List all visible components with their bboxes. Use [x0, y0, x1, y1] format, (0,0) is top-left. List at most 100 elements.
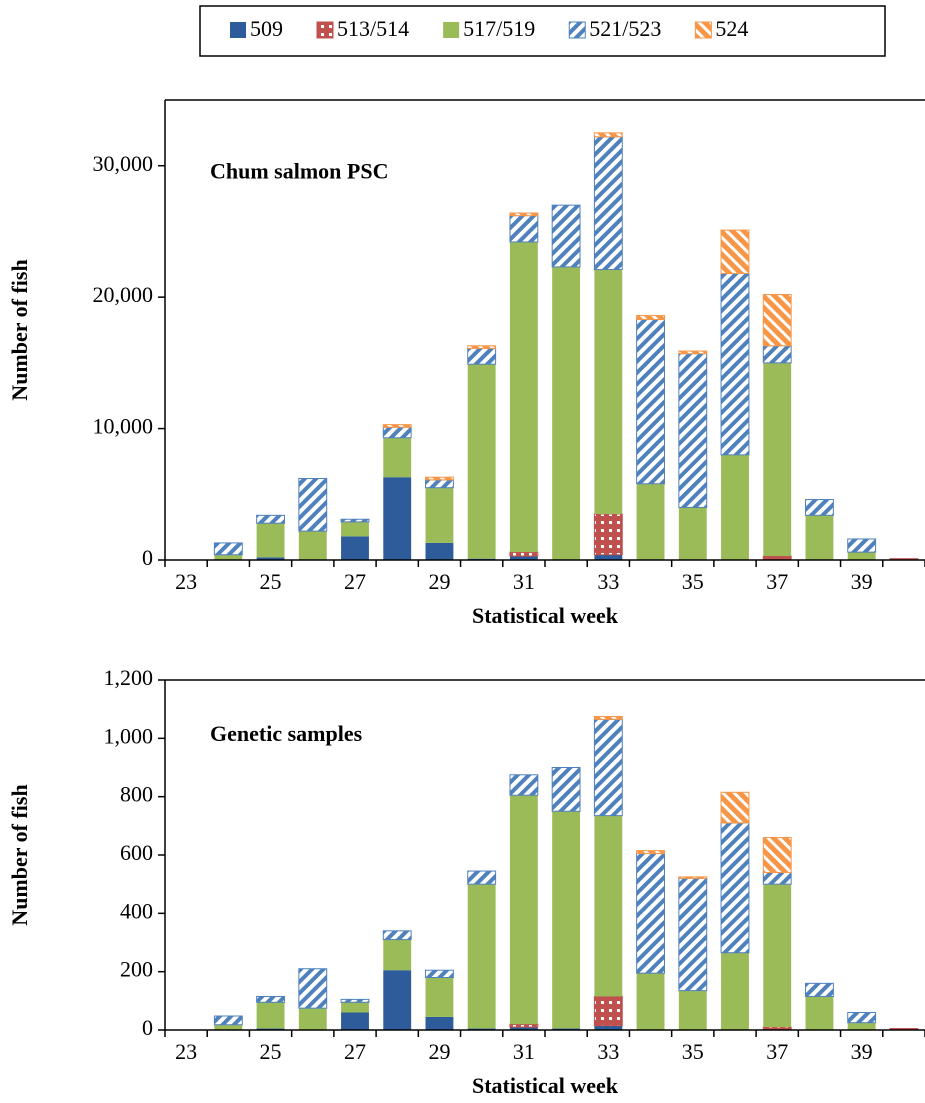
bar-segment [594, 815, 623, 997]
bar-segment [721, 952, 749, 1030]
bar-segment [720, 822, 750, 954]
bar-segment [847, 538, 877, 553]
bar-segment [256, 523, 285, 558]
bar-segment [593, 132, 623, 138]
y-tick-label: 1,000 [104, 723, 154, 748]
bar-segment [340, 998, 370, 1003]
x-tick-label: 31 [513, 1039, 535, 1064]
bar-segment [341, 521, 369, 537]
x-tick-label: 35 [682, 569, 704, 594]
legend-label: 509 [250, 16, 283, 41]
x-tick-label: 33 [597, 1039, 619, 1064]
bar-segment [298, 478, 328, 532]
bar-segment [341, 1012, 369, 1030]
bar-segment [763, 362, 792, 557]
bar-segment [636, 315, 665, 320]
bar-segment [425, 1016, 454, 1030]
bar-segment [467, 364, 496, 559]
x-tick-label: 31 [513, 569, 535, 594]
x-tick-label: 23 [175, 1039, 197, 1064]
bar-segment [720, 229, 750, 274]
x-tick-label: 25 [260, 569, 282, 594]
bar-segment [805, 515, 834, 560]
bar-segment [213, 1015, 243, 1026]
bar-segment [509, 1027, 538, 1030]
bar-segment [847, 1012, 877, 1024]
y-tick-label: 200 [120, 957, 153, 982]
bar-segment [509, 212, 539, 217]
bar-segment [552, 811, 581, 1029]
bar-segment [509, 1023, 539, 1028]
bar-segment [636, 850, 665, 855]
x-tick-label: 39 [851, 569, 873, 594]
legend-box [199, 5, 886, 57]
bar-segment [594, 1025, 623, 1030]
bar-segment [762, 294, 792, 347]
legend-label: 517/519 [463, 16, 535, 41]
bar-segment [636, 483, 665, 560]
bar-segment [805, 499, 834, 516]
bar-segment [425, 542, 454, 560]
bar-segment [383, 970, 412, 1030]
y-tick-label: 600 [120, 840, 153, 865]
y-tick-label: 800 [120, 782, 153, 807]
bar-segment [383, 437, 412, 478]
x-tick-label: 39 [851, 1039, 873, 1064]
legend-swatch [443, 22, 460, 38]
bar-segment [762, 872, 792, 885]
bar-segment [509, 556, 538, 560]
bar-segment [341, 1002, 369, 1013]
x-tick-label: 29 [428, 569, 450, 594]
y-tick-label: 10,000 [93, 414, 154, 439]
bar-segment [425, 977, 454, 1017]
bar-segment [256, 995, 285, 1003]
x-tick-label: 35 [682, 1039, 704, 1064]
y-tick-label: 400 [120, 898, 153, 923]
bar-segment [805, 996, 834, 1030]
bar-segment [594, 269, 623, 514]
bar-segment [467, 884, 496, 1029]
bar-segment [552, 266, 581, 560]
bar-segment [509, 551, 539, 557]
bar-segment [213, 542, 243, 556]
legend-label: 521/523 [589, 16, 661, 41]
bar-segment [509, 215, 539, 243]
bar-segment [214, 554, 243, 560]
bar-segment [256, 1002, 285, 1029]
x-tick-label: 27 [344, 569, 366, 594]
bar-segment [425, 476, 454, 481]
bar-segment [425, 487, 454, 543]
bar-segment [678, 507, 707, 560]
bar-segment [720, 272, 750, 456]
bar-segment [214, 1024, 243, 1030]
bar-segment [425, 969, 454, 978]
bar-segment [678, 350, 708, 355]
bar-segment [593, 513, 623, 556]
chart-title: Genetic samples [210, 721, 363, 746]
legend-swatch [694, 21, 712, 39]
bar-segment [382, 424, 412, 428]
y-axis-title: Number of fish [7, 784, 32, 925]
bar-segment [425, 479, 454, 489]
bar-segment [593, 995, 623, 1027]
bar-segment [298, 531, 327, 560]
bar-segment [509, 241, 538, 553]
bar-segment [509, 795, 538, 1025]
bar-segment [551, 767, 581, 812]
bar-segment [594, 554, 623, 560]
bar-segment [636, 973, 665, 1030]
y-tick-label: 20,000 [93, 282, 154, 307]
x-tick-label: 37 [766, 1039, 788, 1064]
bar-segment [762, 837, 792, 873]
bar-segment [467, 347, 497, 365]
bar-segment [805, 982, 834, 997]
bar-segment [467, 870, 497, 885]
bar-segment [341, 536, 369, 560]
bar-segment [847, 1022, 876, 1030]
y-tick-label: 30,000 [93, 151, 154, 176]
bar-segment [593, 718, 623, 817]
chart-title: Chum salmon PSC [210, 159, 388, 184]
legend-swatch [230, 22, 246, 38]
bar-segment [762, 345, 792, 364]
